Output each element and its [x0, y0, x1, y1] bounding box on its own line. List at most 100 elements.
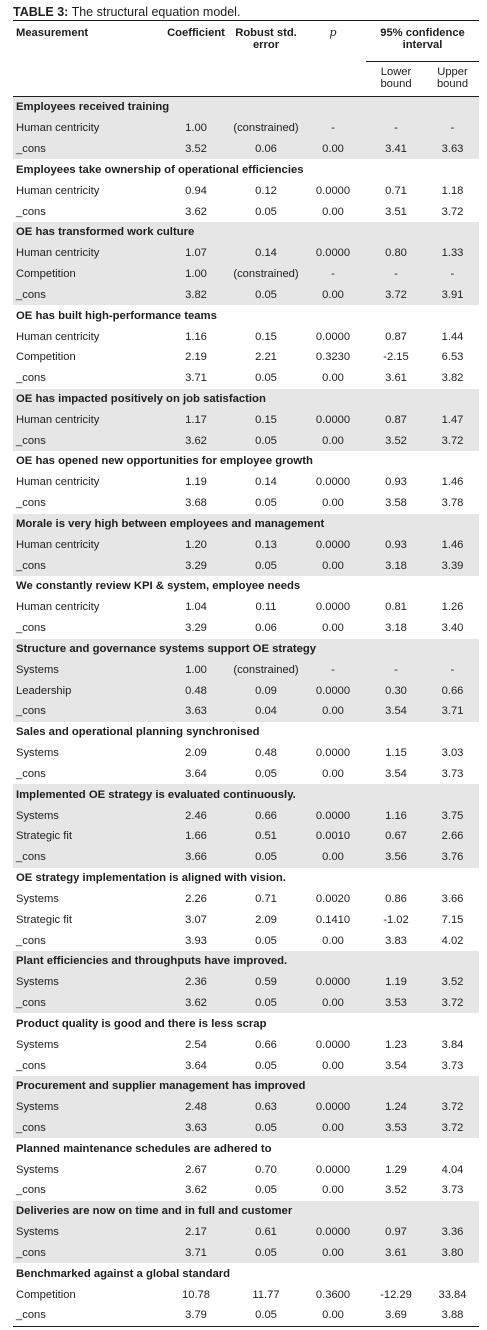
p-value-cell: 0.00 [322, 1059, 344, 1072]
robust-se-cell: 0.12 [255, 184, 277, 197]
upper-bound-cell: 0.66 [426, 680, 480, 702]
row-label: _cons [16, 934, 46, 947]
row-label: _cons [13, 1242, 160, 1264]
p-value-cell: 0.0000 [315, 601, 351, 614]
lower-bound-cell: 3.61 [366, 1242, 426, 1264]
robust-se-cell: 0.66 [232, 805, 300, 826]
table-row: _cons 3.62 0.05 0.00 3.52 3.73 [13, 1180, 479, 1201]
p-value-cell: 0.00 [300, 1117, 366, 1139]
table-row: Systems 2.67 0.70 0.0000 1.29 4.04 [13, 1159, 479, 1180]
row-label: _cons [16, 497, 46, 510]
robust-se-cell: 0.06 [232, 138, 300, 160]
upper-bound-cell: 1.44 [441, 330, 464, 343]
p-value-cell: 0.0000 [300, 534, 366, 556]
coefficient-cell: 2.48 [160, 1096, 232, 1118]
lower-bound-cell: -12.29 [380, 1288, 412, 1301]
table-row: Systems 2.36 0.59 0.0000 1.19 3.52 [13, 971, 480, 993]
table-row: _cons 3.64 0.05 0.00 3.54 3.73 [13, 1055, 479, 1076]
coefficient-cell: 0.48 [160, 680, 232, 702]
upper-bound-cell: 3.73 [441, 1059, 464, 1072]
robust-se-cell: 11.77 [252, 1288, 280, 1301]
upper-bound-cell: 3.72 [426, 1117, 480, 1139]
row-label: _cons [13, 992, 160, 1014]
coefficient-cell: 0.94 [185, 184, 207, 197]
lower-bound-cell: 0.71 [385, 184, 407, 197]
p-value-cell: 0.0000 [315, 1038, 351, 1051]
group-title: OE has built high-performance teams [16, 309, 217, 322]
upper-bound-cell: 6.53 [441, 351, 464, 364]
robust-se-cell: 0.14 [255, 476, 277, 489]
p-value-cell: 0.00 [300, 1242, 366, 1264]
upper-bound-cell: 3.75 [426, 805, 480, 826]
lower-bound-cell: 3.72 [366, 284, 426, 306]
row-label: _cons [13, 555, 160, 577]
p-value-cell: - [300, 263, 366, 285]
p-value-cell: 0.0000 [315, 1163, 351, 1176]
robust-se-cell: 0.59 [232, 971, 300, 993]
table-row: Competition 1.00 (constrained) - - - [13, 263, 480, 285]
table-row: Strategic fit 3.07 2.09 0.1410 -1.02 7.15 [13, 909, 479, 930]
group-title: OE strategy implementation is aligned wi… [16, 872, 286, 885]
group-title-row: OE has opened new opportunities for empl… [13, 451, 479, 472]
table-row: Human centricity 1.04 0.11 0.0000 0.81 1.26 [13, 597, 479, 618]
robust-se-cell: 0.05 [255, 767, 277, 780]
p-value-cell: 0.0000 [315, 747, 351, 760]
row-label: Human centricity [16, 184, 100, 197]
coefficient-cell: 3.62 [160, 992, 232, 1014]
header-lower: Lower bound [380, 66, 412, 90]
group-title: Morale is very high between employees an… [13, 513, 480, 535]
table-row: _cons 3.29 0.06 0.00 3.18 3.40 [13, 618, 479, 639]
lower-bound-cell: 1.15 [385, 747, 407, 760]
upper-bound-cell: 7.15 [441, 913, 464, 926]
lower-bound-cell: 0.67 [366, 825, 426, 847]
p-value-cell: 0.00 [300, 846, 366, 868]
coefficient-cell: 3.52 [160, 138, 232, 160]
row-label: _cons [13, 138, 160, 160]
p-value-cell: 0.0000 [300, 1096, 366, 1118]
row-label: Human centricity [13, 242, 160, 264]
row-label: _cons [13, 701, 160, 722]
coefficient-cell: 1.00 [160, 263, 232, 285]
row-label: Competition [16, 1288, 76, 1301]
coefficient-cell: 3.82 [160, 284, 232, 306]
upper-bound-cell: 1.47 [426, 409, 480, 431]
group-title: Implemented OE strategy is evaluated con… [13, 784, 480, 806]
coefficient-cell: 2.26 [185, 892, 207, 905]
p-value-cell: 0.0000 [300, 971, 366, 993]
coefficient-cell: 1.66 [160, 825, 232, 847]
group-title: Benchmarked against a global standard [16, 1267, 231, 1280]
row-label: Human centricity [16, 330, 100, 343]
lower-bound-cell: 3.41 [366, 138, 426, 160]
p-value-cell: 0.00 [300, 138, 366, 160]
table-row: Human centricity 1.16 0.15 0.0000 0.87 1.44 [13, 326, 479, 347]
p-value-cell: 0.0010 [300, 825, 366, 847]
robust-se-cell: 0.05 [255, 1309, 277, 1322]
robust-se-cell: 0.05 [232, 430, 300, 452]
header-upper: Upper bound [436, 66, 469, 90]
table-row: _cons 3.52 0.06 0.00 3.41 3.63 [13, 138, 480, 160]
coefficient-cell: 1.17 [160, 409, 232, 431]
row-label: _cons [13, 846, 160, 868]
coefficient-cell: 3.62 [160, 430, 232, 452]
coefficient-cell: 2.17 [160, 1221, 232, 1243]
p-value-cell: 0.00 [322, 497, 344, 510]
p-value-cell: 0.0000 [300, 805, 366, 826]
p-value-cell: 0.1410 [315, 913, 351, 926]
row-label: Competition [16, 351, 76, 364]
group-title: Procurement and supplier management has … [13, 1075, 480, 1097]
coefficient-cell: 3.07 [185, 913, 207, 926]
table-row: Human centricity 1.00 (constrained) - - - [13, 117, 480, 139]
robust-se-cell: 0.09 [232, 680, 300, 702]
row-label: _cons [16, 1059, 46, 1072]
lower-bound-cell: 0.80 [366, 242, 426, 264]
upper-bound-cell: 3.84 [441, 1038, 464, 1051]
table-row: _cons 3.64 0.05 0.00 3.54 3.73 [13, 764, 479, 785]
lower-bound-cell: 1.29 [385, 1163, 407, 1176]
table-row: _cons 3.62 0.05 0.00 3.51 3.72 [13, 201, 479, 222]
upper-bound-cell: 3.78 [441, 497, 464, 510]
p-value-cell: 0.00 [300, 430, 366, 452]
p-value-cell: 0.3230 [315, 351, 351, 364]
table-row: Competition 2.19 2.21 0.3230 -2.15 6.53 [13, 347, 479, 368]
p-value-cell: 0.00 [322, 1309, 344, 1322]
